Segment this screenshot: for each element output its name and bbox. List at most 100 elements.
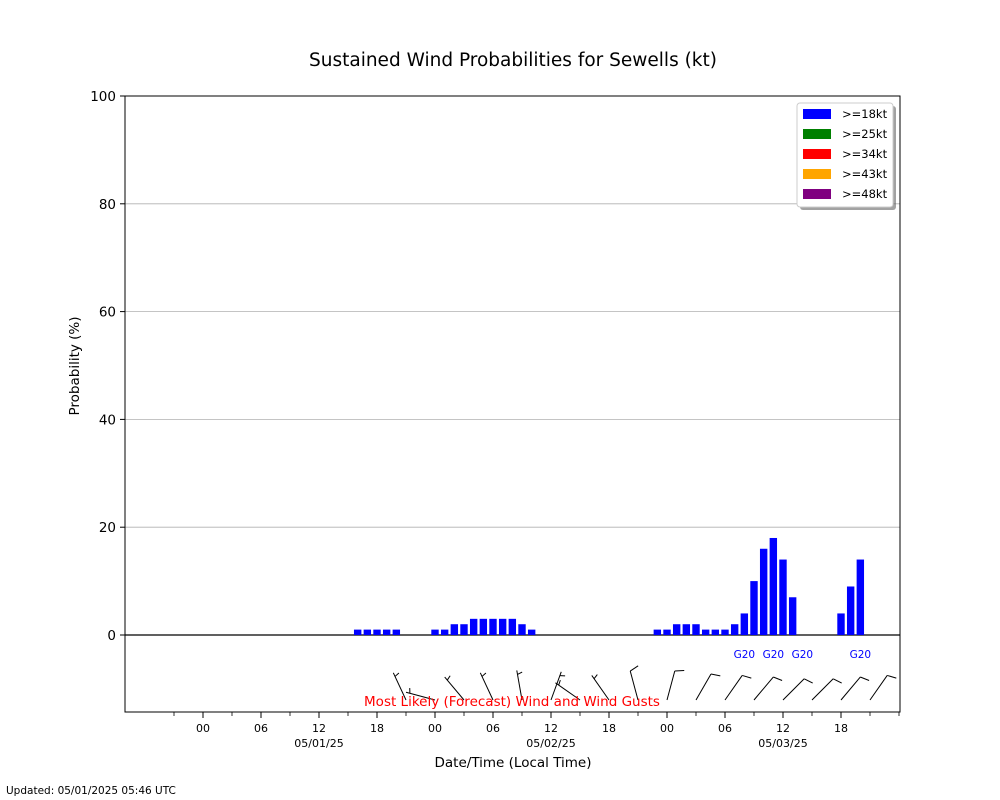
updated-timestamp: Updated: 05/01/2025 05:46 UTC: [6, 785, 176, 797]
wind-barb: [782, 678, 813, 701]
wind-barb: [869, 674, 897, 701]
bar: [711, 629, 720, 635]
x-axis: 00 06 12 18 00 06 12 18 00 06 12 18 05/01/25 05/02/25…: [173, 712, 900, 750]
barb-feather: [832, 678, 842, 684]
gust-label: G20: [850, 649, 872, 661]
bar: [392, 629, 401, 635]
barb-half-feather: [446, 675, 451, 681]
legend-label: >=25kt: [842, 127, 888, 141]
bars: [353, 537, 865, 635]
legend-label: >=43kt: [842, 167, 888, 181]
bar: [508, 618, 517, 635]
bar: [431, 629, 439, 635]
bar: [759, 548, 768, 635]
bar: [788, 597, 797, 635]
barb-half-feather: [593, 674, 598, 680]
x-tick-label: 12: [776, 722, 790, 735]
barb-staff: [724, 675, 743, 701]
wind-barb: [724, 674, 752, 701]
x-tick-label: 00: [660, 722, 674, 735]
barb-staff: [753, 676, 774, 701]
wind-barb: [629, 665, 639, 701]
barb-staff: [811, 678, 834, 701]
x-tick-label: 06: [486, 722, 500, 735]
barb-half-feather: [517, 671, 523, 675]
wind-barb: [405, 688, 436, 701]
wind-barb: [550, 671, 566, 701]
chart-title: Sustained Wind Probabilities for Sewells…: [309, 50, 717, 71]
wind-barb: [753, 676, 783, 701]
wind-barb: [555, 679, 581, 701]
bar: [527, 629, 536, 635]
barb-staff: [782, 678, 805, 701]
bar: [382, 629, 391, 635]
barb-panel: [124, 635, 901, 713]
barb-feather: [742, 674, 752, 679]
bar: [682, 624, 691, 635]
barb-staff: [666, 670, 676, 701]
x-axis-label: Date/Time (Local Time): [435, 755, 592, 771]
x-tick-label: 00: [196, 722, 210, 735]
barb-staff: [479, 672, 494, 701]
y-axis: 0 20 40 60 80 100: [90, 89, 125, 644]
y-tick-label: 80: [99, 197, 116, 213]
bar: [479, 618, 488, 635]
bar: [692, 624, 700, 635]
bar: [779, 559, 787, 635]
barb-staff: [550, 671, 562, 701]
barb-feather: [803, 678, 813, 684]
bar: [440, 629, 449, 635]
bar: [837, 613, 845, 635]
bar: [730, 624, 739, 635]
grid-lines: [125, 203, 900, 528]
bar: [653, 629, 662, 635]
wind-barb: [695, 673, 721, 701]
wind-barbs: [392, 665, 897, 701]
barb-staff: [405, 691, 436, 701]
x-tick-label: 18: [602, 722, 616, 735]
barb-feather: [674, 669, 685, 672]
barb-staff: [840, 676, 861, 701]
barb-staff: [591, 675, 610, 701]
wind-barb: [479, 672, 494, 701]
bar: [663, 629, 671, 635]
x-tick-label: 00: [428, 722, 442, 735]
wind-barb: [840, 676, 870, 701]
x-date-label: 05/01/25: [294, 737, 343, 750]
barb-staff: [629, 670, 639, 701]
x-date-label: 05/02/25: [526, 737, 575, 750]
bar: [373, 629, 381, 635]
gust-label: G20: [792, 649, 814, 661]
legend-label: >=18kt: [842, 107, 888, 121]
legend-swatch: [803, 169, 831, 179]
barbs-label: Most Likely (Forecast) Wind and Wind Gus…: [364, 694, 660, 710]
x-tick-label: 06: [254, 722, 268, 735]
bar: [750, 581, 758, 635]
bar: [701, 629, 710, 635]
gust-label: G20: [763, 649, 785, 661]
wind-barb: [444, 675, 465, 701]
barb-staff: [555, 682, 581, 701]
y-tick-label: 20: [99, 520, 116, 536]
bar: [498, 618, 507, 635]
barb-feather: [773, 676, 783, 681]
barb-staff: [516, 670, 523, 701]
y-tick-label: 40: [99, 412, 116, 428]
gust-label: G20: [734, 649, 756, 661]
barb-half-feather: [481, 672, 487, 677]
legend-swatch: [803, 129, 831, 139]
y-tick-label: 60: [99, 305, 116, 321]
x-tick-label: 06: [718, 722, 732, 735]
barb-staff: [444, 676, 465, 701]
bar: [489, 618, 497, 635]
y-tick-label: 0: [107, 628, 116, 644]
x-date-label: 05/03/25: [758, 737, 807, 750]
bar: [469, 618, 478, 635]
bar: [518, 624, 526, 635]
barb-half-feather: [558, 679, 561, 686]
barb-feather: [887, 674, 897, 679]
barb-staff: [392, 672, 407, 701]
gust-labels: G20 G20 G20 G20: [734, 649, 872, 661]
y-axis-label: Probability (%): [67, 316, 83, 415]
